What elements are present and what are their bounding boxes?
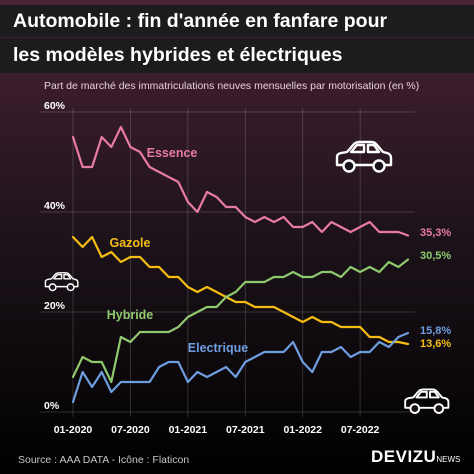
brand-suffix: NEWS xyxy=(436,455,461,464)
car-icons xyxy=(44,140,450,414)
car-wheel xyxy=(409,403,421,414)
car-body xyxy=(335,140,393,167)
x-axis: 01-2020 07-2020 01-2021 07-2021 01-2022 07-20… xyxy=(54,424,380,436)
series-labels: Essence Gazole Hybride Electrique 35,3% 13,6%… xyxy=(107,146,452,355)
x-tick-label: 01-2022 xyxy=(283,424,322,436)
car-wheel xyxy=(372,159,386,173)
series-lines xyxy=(71,125,410,404)
series-end-label: 30,5% xyxy=(420,250,451,262)
brand-logo: DEVIZUNEWS xyxy=(371,447,460,467)
car-wheel xyxy=(433,403,445,414)
car-icon xyxy=(44,272,79,292)
car-icon xyxy=(335,140,393,173)
car-body xyxy=(404,388,450,409)
x-tick-label: 01-2021 xyxy=(169,424,208,436)
brand-name: DEVIZU xyxy=(371,447,437,466)
car-body xyxy=(44,272,79,288)
y-axis: 0% 20% 40% 60% xyxy=(44,100,66,412)
series-name-label: Electrique xyxy=(188,341,248,355)
series-line-electrique xyxy=(71,331,410,404)
y-tick-label: 0% xyxy=(44,400,60,412)
car-windows xyxy=(349,143,381,154)
series-name-label: Essence xyxy=(147,146,198,160)
series-line-hybride xyxy=(71,258,410,384)
series-name-label: Hybride xyxy=(107,308,154,322)
series-end-label: 13,6% xyxy=(420,338,451,350)
car-icon xyxy=(404,388,450,414)
series-end-label: 35,3% xyxy=(420,227,451,239)
title-line-1: Automobile : fin d'année en fanfare pour xyxy=(0,5,474,37)
x-tick-label: 07-2020 xyxy=(111,424,150,436)
y-tick-label: 60% xyxy=(44,100,66,112)
car-windows xyxy=(53,273,72,280)
chart-subtitle: Part de marché des immatriculations neuv… xyxy=(44,80,420,92)
y-tick-label: 40% xyxy=(44,200,66,212)
series-name-label: Gazole xyxy=(110,236,151,250)
car-wheel xyxy=(48,283,57,292)
y-tick-label: 20% xyxy=(44,300,66,312)
title-line-2: les modèles hybrides et électriques xyxy=(0,38,474,73)
series-line-essence xyxy=(71,125,410,237)
car-windows xyxy=(415,390,440,399)
x-tick-label: 01-2020 xyxy=(54,424,93,436)
x-tick-label: 07-2021 xyxy=(226,424,265,436)
car-wheel xyxy=(342,159,356,173)
car-wheel xyxy=(66,283,75,292)
x-tick-label: 07-2022 xyxy=(341,424,380,436)
series-end-label: 15,8% xyxy=(420,325,451,337)
grid-lines xyxy=(40,108,415,417)
series-line-gazole xyxy=(71,235,410,346)
source-note: Source : AAA DATA - Icône : Flaticon xyxy=(18,454,190,466)
